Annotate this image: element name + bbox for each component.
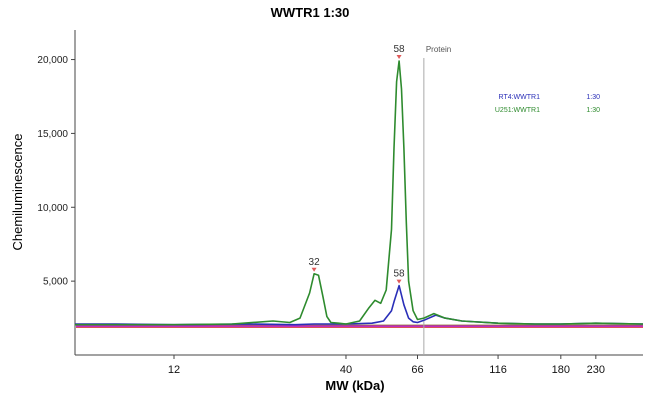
x-tick-label: 12 [168, 364, 180, 376]
peak-label: 58 [393, 269, 405, 280]
x-tick-label: 66 [411, 364, 423, 376]
y-tick-label: 5,000 [43, 277, 68, 288]
legend-series-1-dilution: 1:30 [586, 94, 600, 101]
x-ticks: 12 40 66 116 180 230 [168, 355, 605, 376]
y-tick-label: 10,000 [37, 203, 68, 214]
x-tick-label: 116 [489, 364, 507, 376]
protein-marker-label: Protein [426, 45, 451, 54]
peak-label: 58 [393, 44, 405, 55]
protein-marker: Protein [423, 45, 451, 355]
peak-marker [396, 55, 402, 60]
y-ticks: 5,000 10,000 15,000 20,000 [37, 55, 75, 288]
legend-series-2-name: U251:WWTR1 [495, 107, 540, 114]
peak-marker [396, 279, 402, 284]
legend: RT4:WWTR1 1:30 U251:WWTR1 1:30 [495, 94, 600, 114]
peak-marker [311, 267, 317, 272]
x-tick-label: 40 [340, 364, 352, 376]
chart-title: WWTR1 1:30 [271, 5, 350, 20]
y-tick-label: 20,000 [37, 55, 68, 66]
peak-labels: 32 58 58 [309, 44, 405, 284]
x-axis-label: MW (kDa) [325, 378, 384, 393]
x-tick-label: 180 [552, 364, 570, 376]
plot-area [74, 30, 643, 356]
y-axis-label: Chemiluminescence [10, 133, 25, 250]
peak-label: 32 [309, 257, 321, 268]
baseline-bands [76, 324, 643, 328]
plot-background [75, 30, 643, 355]
series-lines [75, 60, 644, 326]
series-line-2 [75, 60, 644, 326]
x-tick-label: 230 [587, 364, 605, 376]
y-tick-label: 15,000 [37, 129, 68, 140]
legend-series-1-name: RT4:WWTR1 [499, 94, 541, 101]
legend-series-2-dilution: 1:30 [586, 107, 600, 114]
